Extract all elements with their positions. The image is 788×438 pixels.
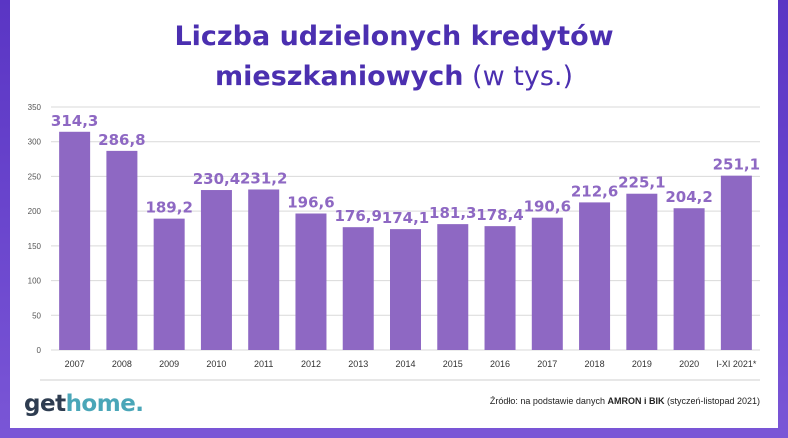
- data-label: 189,2: [145, 199, 192, 217]
- y-tick-label: 50: [32, 311, 41, 320]
- data-label: 178,4: [476, 206, 523, 224]
- y-tick-label: 100: [28, 277, 42, 286]
- bar: [531, 217, 563, 350]
- bar: [59, 131, 91, 350]
- data-label: 251,1: [713, 156, 760, 174]
- data-label: 181,3: [429, 204, 476, 222]
- x-tick-label: 2009: [159, 359, 179, 369]
- data-label: 190,6: [524, 198, 571, 216]
- logo-get: get: [24, 391, 66, 417]
- data-label: 176,9: [335, 207, 382, 225]
- bar: [673, 208, 705, 350]
- source-prefix: Źródło: na podstawie danych: [489, 396, 608, 406]
- y-tick-label: 300: [28, 138, 42, 147]
- data-label: 230,4: [193, 170, 240, 188]
- gethome-logo: gethome.: [24, 391, 144, 417]
- x-tick-label: 2008: [112, 359, 132, 369]
- x-tick-label: 2010: [206, 359, 226, 369]
- source-suffix: (styczeń-listopad 2021): [664, 396, 760, 406]
- x-tick-label: 2018: [585, 359, 605, 369]
- bar: [295, 213, 327, 350]
- x-tick-label: 2015: [443, 359, 463, 369]
- x-tick-label: 2014: [395, 359, 415, 369]
- x-tick-label: 2007: [65, 359, 85, 369]
- bar: [390, 229, 421, 350]
- y-tick-label: 350: [28, 103, 42, 112]
- source-bold: AMRON i BIK: [607, 396, 665, 406]
- chart-title-line1: Liczba udzielonych kredytów: [174, 21, 614, 52]
- data-label: 231,2: [240, 169, 287, 187]
- x-tick-label: I-XI 2021*: [716, 359, 757, 369]
- bar: [342, 227, 374, 350]
- x-tick-label: 2019: [632, 359, 652, 369]
- bar: [720, 175, 752, 350]
- data-label: 174,1: [382, 209, 429, 227]
- data-label: 286,8: [98, 131, 145, 149]
- bar: [153, 218, 185, 350]
- bar: [484, 226, 516, 350]
- data-label: 204,2: [665, 188, 712, 206]
- y-tick-label: 150: [28, 242, 42, 251]
- logo-home: home.: [65, 391, 144, 417]
- x-tick-label: 2020: [679, 359, 699, 369]
- bar: [626, 193, 658, 350]
- x-tick-label: 2011: [254, 359, 273, 369]
- bar: [248, 189, 280, 350]
- chart-title-bold: mieszkaniowych: [215, 61, 464, 92]
- data-label: 196,6: [287, 194, 334, 212]
- data-label: 212,6: [571, 182, 618, 200]
- y-tick-label: 200: [28, 207, 42, 216]
- y-tick-label: 250: [28, 172, 42, 181]
- x-tick-label: 2016: [490, 359, 510, 369]
- bar: [579, 202, 611, 350]
- source-note: Źródło: na podstawie danych AMRON i BIK …: [490, 396, 760, 406]
- bar: [106, 150, 138, 350]
- x-tick-label: 2017: [537, 359, 557, 369]
- bar: [437, 224, 469, 350]
- chart-title-line2: mieszkaniowych (w tys.): [0, 58, 788, 96]
- data-label: 225,1: [618, 174, 665, 192]
- data-label: 314,3: [51, 112, 98, 130]
- chart-title-unit: (w tys.): [463, 61, 573, 92]
- x-tick-label: 2012: [301, 359, 321, 369]
- x-tick-label: 2013: [348, 359, 368, 369]
- bar: [200, 190, 232, 350]
- y-tick-label: 0: [37, 346, 42, 355]
